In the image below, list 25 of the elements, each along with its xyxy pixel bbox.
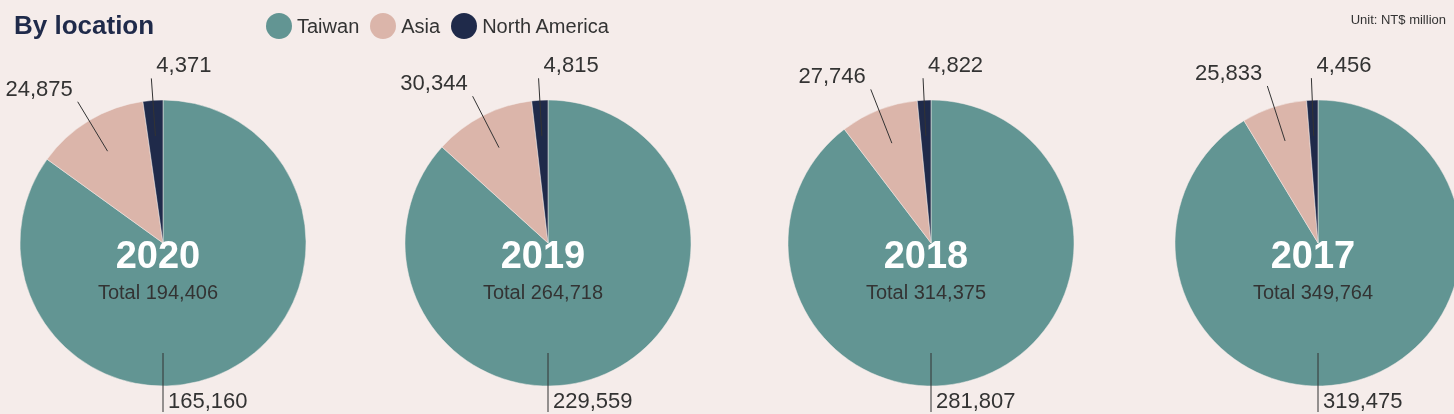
legend-label: Taiwan (297, 14, 360, 38)
data-label: 24,875 (5, 75, 73, 101)
text: Total 349,764 (1251, 280, 1375, 304)
text: 2020 (114, 234, 202, 276)
legend-label: Asia (401, 14, 441, 38)
data-label: 165,160 (168, 388, 248, 413)
data-label: 4,456 (1316, 52, 1372, 78)
data-label: 4,815 (543, 52, 599, 78)
data-label: 27,746 (798, 63, 866, 89)
data-label: 319,475 (1323, 388, 1403, 413)
data-label: 25,833 (1195, 59, 1263, 85)
data-label: 229,559 (553, 388, 633, 413)
text: 2019 (499, 234, 587, 276)
text: 2017 (1269, 234, 1357, 276)
data-label: 4,822 (928, 52, 984, 78)
data-label: 4,371 (156, 52, 212, 78)
data-label: 30,344 (400, 70, 468, 96)
text: Total 314,375 (864, 280, 988, 304)
text: By location (14, 10, 155, 41)
legend-label: North America (482, 14, 609, 38)
text: Total 194,406 (96, 280, 220, 304)
text: Unit: NT$ million (1350, 12, 1446, 27)
text: Total 264,718 (481, 280, 605, 304)
data-label: 281,807 (936, 388, 1016, 413)
text: 2018 (882, 234, 970, 276)
